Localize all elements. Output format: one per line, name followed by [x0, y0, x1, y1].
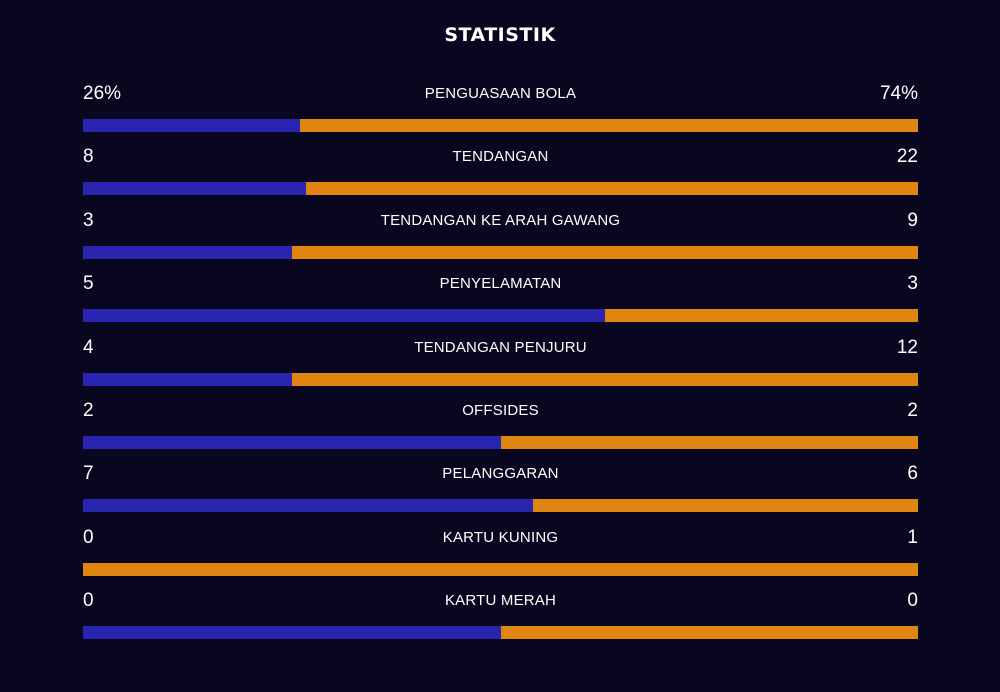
home-bar-segment [83, 245, 292, 259]
away-bar-segment [83, 562, 918, 576]
away-bar-segment [500, 626, 918, 640]
stat-row: 2 OFFSIDES 2 [83, 397, 918, 460]
comparison-bar [83, 245, 918, 259]
home-value: 0 [83, 590, 94, 612]
home-value: 2 [83, 399, 94, 421]
stat-row: 26% PENGUASAAN BOLA 74% [83, 80, 918, 143]
stat-label: TENDANGAN [452, 148, 549, 166]
home-value: 5 [83, 273, 94, 295]
stat-row: 7 PELANGGARAN 6 [83, 460, 918, 523]
away-bar-segment [300, 119, 918, 132]
away-value: 3 [907, 273, 918, 295]
stat-label: TENDANGAN KE ARAH GAWANG [380, 211, 621, 229]
stat-label: TENDANGAN PENJURU [414, 338, 587, 356]
stat-row: 0 KARTU MERAH 0 [83, 587, 918, 650]
stat-row: 0 KARTU KUNING 1 [83, 524, 918, 587]
stat-label: PENYELAMATAN [439, 275, 562, 293]
stat-label: KARTU MERAH [444, 592, 557, 610]
comparison-bar [83, 309, 918, 323]
stat-row: 5 PENYELAMATAN 3 [83, 270, 918, 333]
away-bar-segment [604, 309, 918, 323]
home-bar-segment [83, 626, 501, 640]
comparison-bar [83, 435, 918, 449]
home-bar-segment [83, 119, 301, 132]
comparison-bar [83, 562, 918, 576]
comparison-bar [83, 499, 918, 513]
stat-label: PENGUASAAN BOLA [424, 85, 577, 102]
away-value: 2 [907, 399, 918, 421]
home-value: 3 [83, 209, 94, 231]
away-bar-segment [532, 499, 918, 513]
home-value: 4 [83, 336, 94, 358]
away-bar-segment [291, 372, 918, 386]
away-bar-segment [500, 435, 918, 449]
home-bar-segment [83, 499, 533, 513]
stat-row: 3 TENDANGAN KE ARAH GAWANG 9 [83, 207, 918, 270]
stat-label: OFFSIDES [462, 401, 539, 419]
away-value: 12 [896, 336, 918, 358]
away-value: 9 [907, 209, 918, 231]
away-value: 22 [896, 146, 918, 168]
away-value: 6 [907, 463, 918, 485]
stat-row: 8 TENDANGAN 22 [83, 143, 918, 206]
away-value: 1 [907, 526, 918, 548]
panel-title: STATISTIK [444, 24, 556, 46]
home-value: 8 [83, 146, 94, 168]
away-value: 74% [879, 83, 918, 104]
away-bar-segment [291, 245, 918, 259]
home-value: 7 [83, 463, 94, 485]
comparison-bar [83, 119, 918, 132]
stat-label: PELANGGARAN [442, 465, 559, 483]
home-bar-segment [83, 182, 306, 196]
comparison-bar [83, 182, 918, 196]
away-bar-segment [305, 182, 918, 196]
home-value: 26% [83, 83, 122, 104]
stat-row: 4 TENDANGAN PENJURU 12 [83, 334, 918, 397]
stat-label: KARTU KUNING [442, 528, 559, 546]
home-bar-segment [83, 435, 501, 449]
comparison-bar [83, 626, 918, 640]
home-value: 0 [83, 526, 94, 548]
stat-rows: 26% PENGUASAAN BOLA 74% 8 TENDANGAN 22 3 TENDAN… [83, 80, 918, 651]
comparison-bar [83, 372, 918, 386]
away-value: 0 [907, 590, 918, 612]
home-bar-segment [83, 372, 292, 386]
home-bar-segment [83, 309, 605, 323]
